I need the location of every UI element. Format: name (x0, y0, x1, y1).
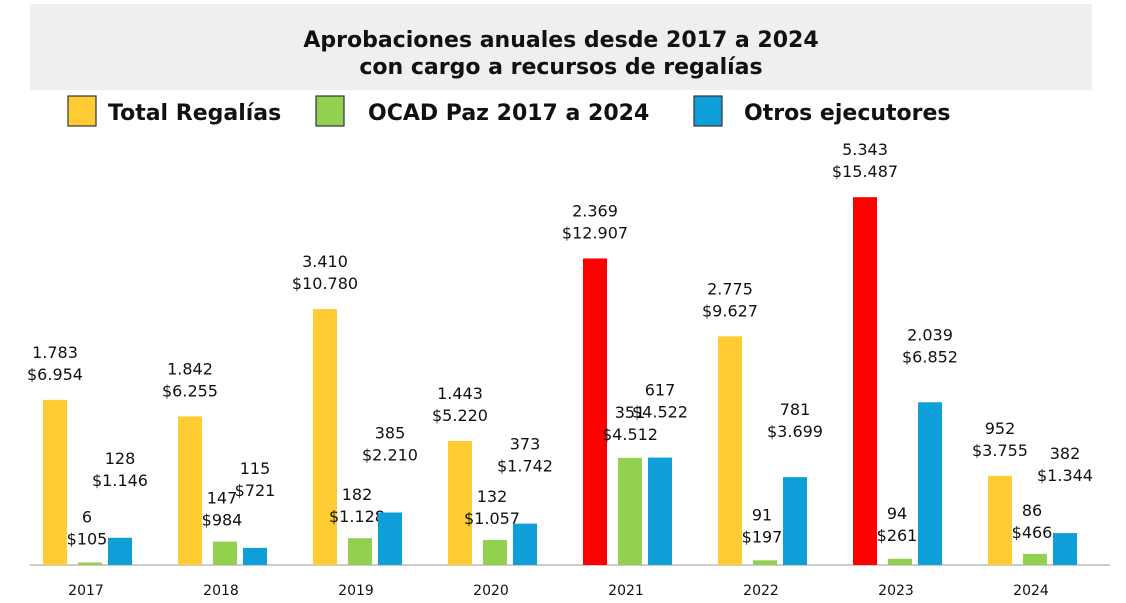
data-label-count: 2.775 (707, 279, 753, 298)
x-tick-label: 2023 (878, 583, 914, 599)
data-label-value: $1.146 (92, 471, 148, 490)
data-label-count: 781 (780, 400, 811, 419)
bar-2 (513, 523, 537, 565)
bar-0 (313, 308, 337, 565)
bar-2 (918, 402, 942, 565)
x-tick-label: 2019 (338, 583, 374, 599)
data-label-value: $105 (67, 530, 108, 549)
chart-title-line-1: Aprobaciones anuales desde 2017 a 2024 (303, 28, 819, 53)
data-label-value: $2.210 (362, 446, 418, 465)
bar-2 (648, 457, 672, 565)
bar-2 (783, 477, 807, 565)
data-label-value: $1.344 (1037, 466, 1093, 485)
data-label-value: $261 (877, 526, 918, 545)
data-label-count: 128 (105, 449, 136, 468)
data-label-value: $721 (235, 481, 276, 500)
data-label-value: $10.780 (292, 274, 358, 293)
bar-1 (888, 558, 912, 565)
bar-0 (448, 441, 472, 565)
data-label-value: $6.954 (27, 365, 83, 384)
data-label-value: $4.522 (632, 403, 688, 422)
data-label-value: $3.755 (972, 441, 1028, 460)
legend-swatch (693, 95, 723, 127)
data-label-count: 3.410 (302, 252, 348, 271)
data-label-count: 132 (477, 487, 508, 506)
bar-0 (583, 258, 607, 565)
bar-1 (753, 560, 777, 565)
data-label-count: 2.039 (907, 325, 953, 344)
data-label-count: 147 (207, 489, 238, 508)
x-tick-label: 2022 (743, 583, 779, 599)
data-label-value: $6.255 (162, 381, 218, 400)
bar-1 (213, 541, 237, 565)
chart-title-line-2: con cargo a recursos de regalías (359, 55, 763, 80)
bar-0 (853, 197, 877, 565)
bar-1 (348, 538, 372, 565)
bar-1 (618, 457, 642, 565)
bar-2 (1053, 533, 1077, 565)
data-label-value: $12.907 (562, 223, 628, 242)
data-label-value: $197 (742, 527, 783, 546)
bar-1 (1023, 553, 1047, 565)
x-tick-label: 2018 (203, 583, 239, 599)
data-label-value: $466 (1012, 523, 1053, 542)
data-label-value: $984 (202, 511, 243, 530)
legend-swatch (315, 95, 345, 127)
legend-label: Total Regalías (108, 101, 281, 126)
x-tick-label: 2021 (608, 583, 644, 599)
data-label-count: 91 (752, 505, 772, 524)
x-tick-label: 2024 (1013, 583, 1049, 599)
data-label-value: $3.699 (767, 422, 823, 441)
data-label-count: 6 (82, 508, 92, 527)
bar-0 (718, 336, 742, 565)
bar-0 (988, 475, 1012, 565)
bar-1 (483, 539, 507, 565)
bar-2 (108, 537, 132, 565)
data-label-count: 952 (985, 419, 1016, 438)
data-label-count: 115 (240, 459, 271, 478)
data-label-count: 5.343 (842, 140, 888, 159)
data-label-value: $1.057 (464, 509, 520, 528)
data-label-count: 382 (1050, 444, 1081, 463)
data-label-value: $6.852 (902, 347, 958, 366)
bar-2 (378, 512, 402, 565)
data-label-count: 385 (375, 424, 406, 443)
data-label-value: $1.128 (329, 507, 385, 526)
data-label-count: 1.783 (32, 343, 78, 362)
legend-label: Otros ejecutores (744, 101, 951, 126)
legend-label: OCAD Paz 2017 a 2024 (368, 101, 649, 126)
data-label-count: 86 (1022, 501, 1042, 520)
data-label-count: 2.369 (572, 201, 618, 220)
data-label-count: 1.842 (167, 359, 213, 378)
x-tick-label: 2017 (68, 583, 104, 599)
data-label-value: $9.627 (702, 301, 758, 320)
data-label-count: 373 (510, 435, 541, 454)
data-label-count: 351 (615, 403, 646, 422)
bar-1 (78, 562, 102, 565)
legend-swatch (67, 95, 97, 127)
data-label-value: $5.220 (432, 406, 488, 425)
data-label-value: $4.512 (602, 425, 658, 444)
chart-title-band: Aprobaciones anuales desde 2017 a 2024 c… (30, 4, 1092, 90)
data-label-value: $1.742 (497, 457, 553, 476)
data-label-value: $15.487 (832, 162, 898, 181)
bar-0 (178, 416, 202, 565)
data-label-count: 617 (645, 381, 676, 400)
x-tick-label: 2020 (473, 583, 509, 599)
bar-2 (243, 547, 267, 565)
bar-0 (43, 399, 67, 565)
data-label-count: 182 (342, 485, 373, 504)
data-label-count: 1.443 (437, 384, 483, 403)
data-label-count: 94 (887, 504, 907, 523)
